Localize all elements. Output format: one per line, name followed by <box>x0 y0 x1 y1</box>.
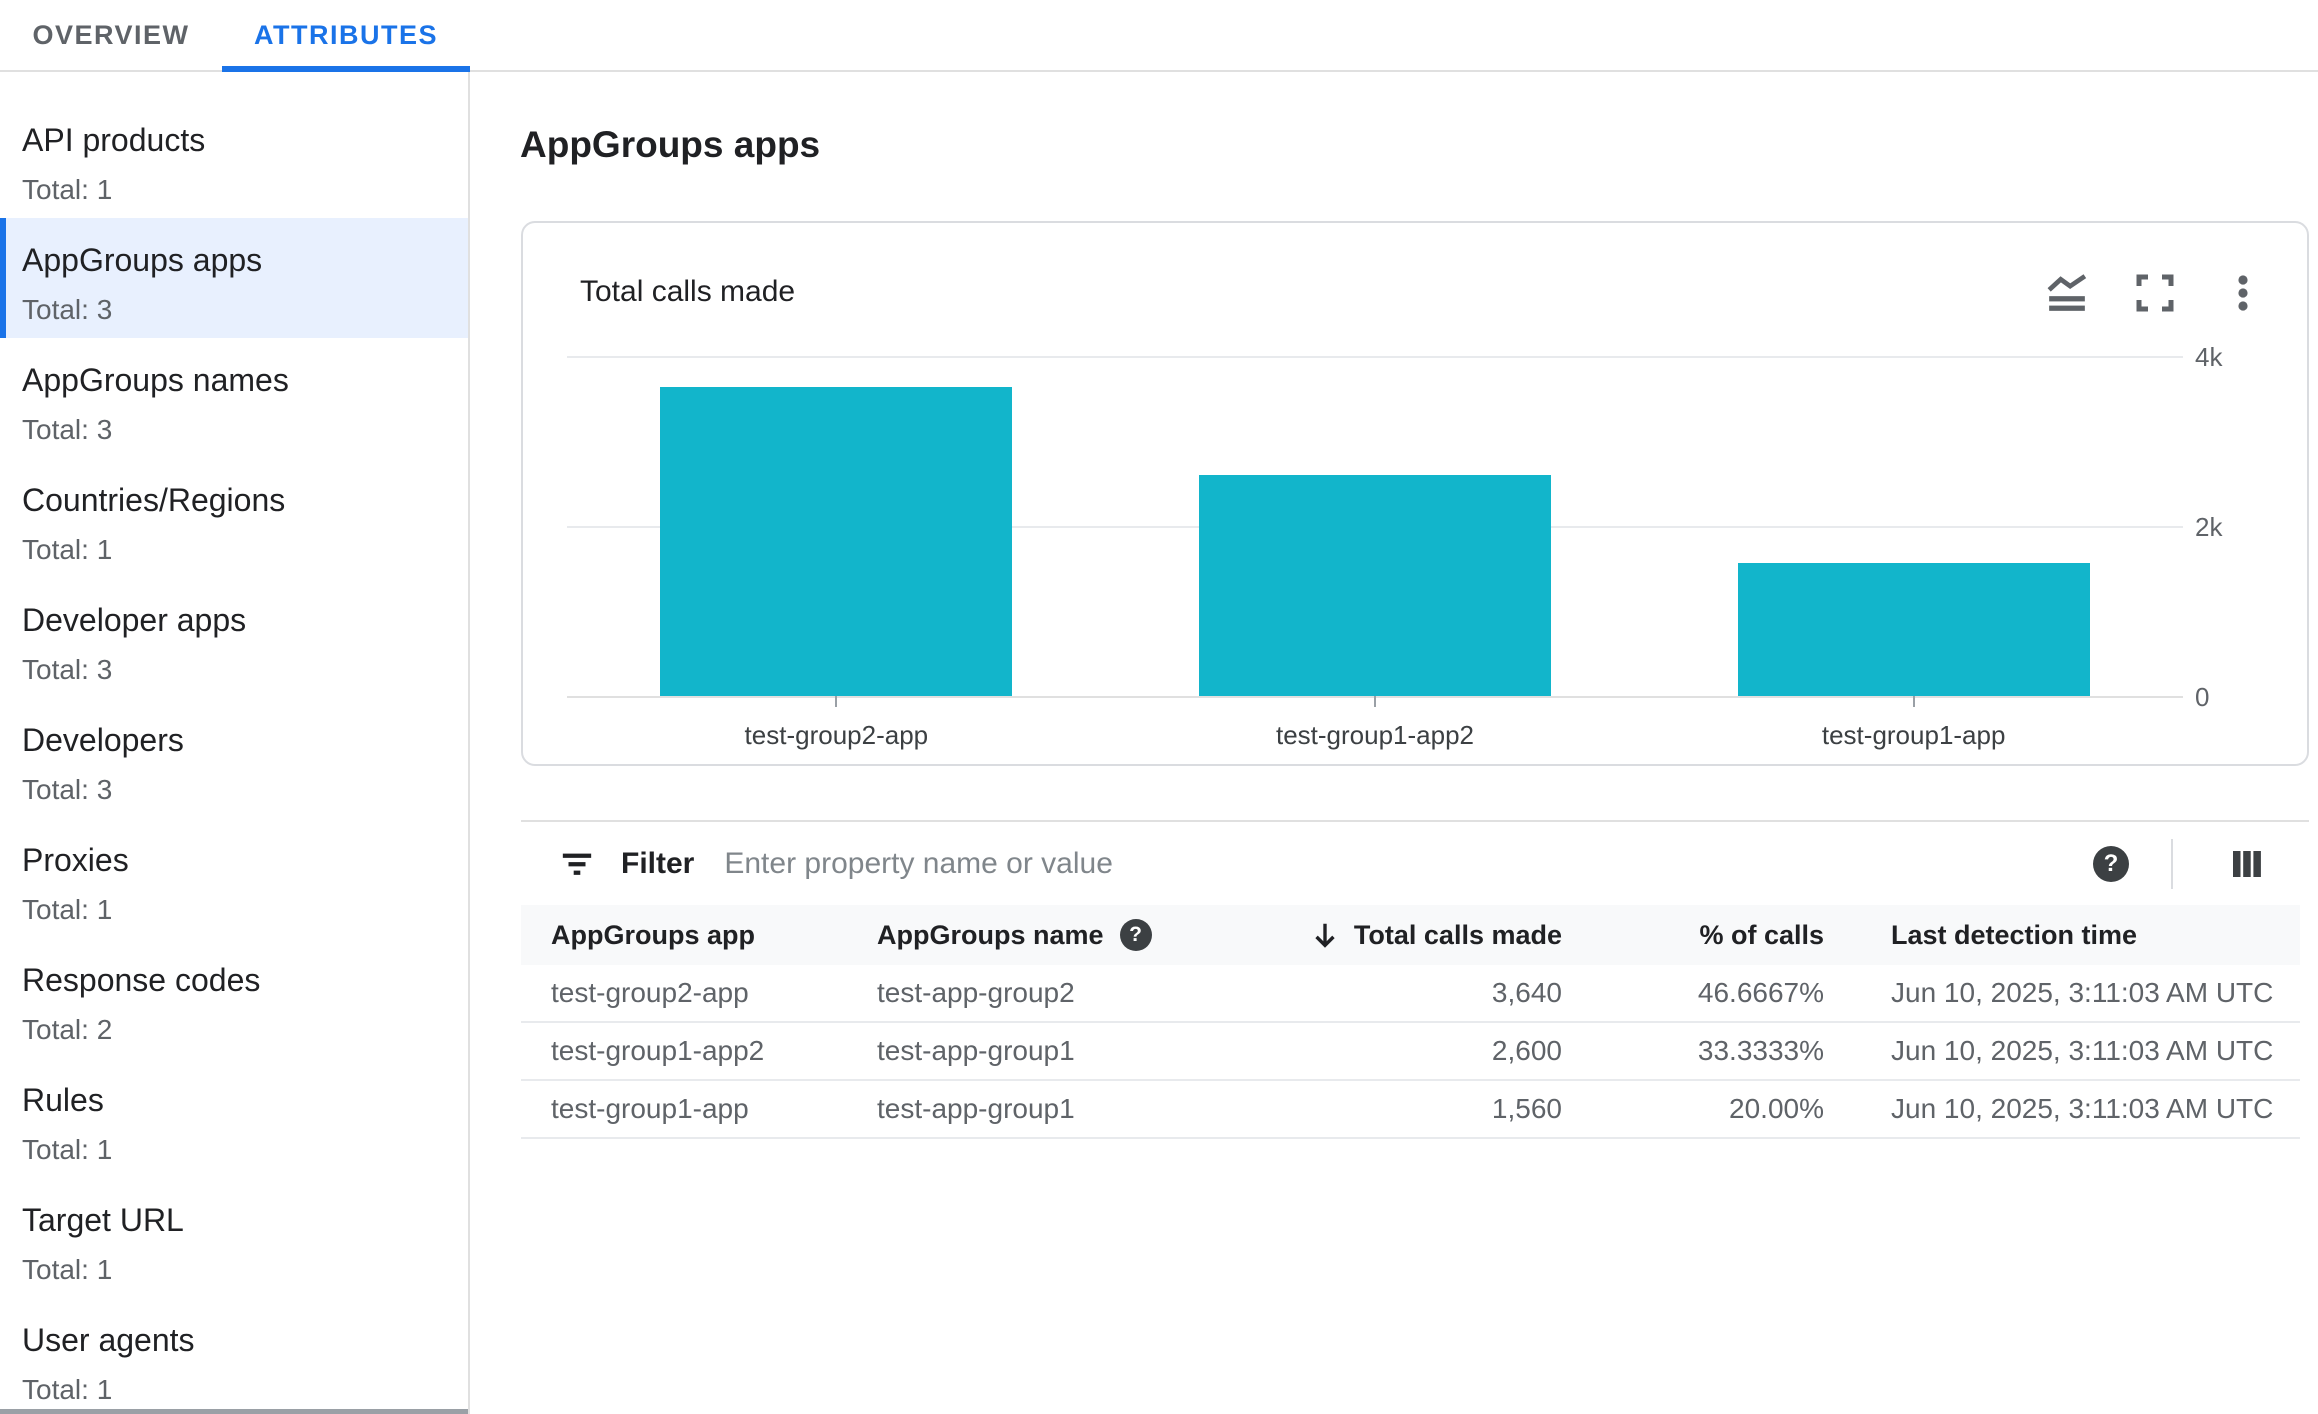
cell-pct-calls: 20.00% <box>1729 1093 1824 1124</box>
cell-appgroups-name: test-app-group2 <box>877 977 1075 1008</box>
table-filter-bar: Filter ? <box>521 820 2309 905</box>
cell-appgroups-name: test-app-group1 <box>877 1035 1075 1066</box>
sidebar-item-label: Developers <box>22 722 184 758</box>
appgroups-table: AppGroups app AppGroups name ? Total cal… <box>521 905 2300 1139</box>
sidebar-item-total: Total: 3 <box>22 774 113 805</box>
cell-pct-calls: 33.3333% <box>1697 1035 1824 1066</box>
attributes-sidebar: API products Total: 1 AppGroups apps Tot… <box>0 72 470 1414</box>
filter-help-icon[interactable]: ? <box>2093 845 2129 882</box>
sidebar-item-user-agents[interactable]: User agents Total: 1 <box>0 1298 468 1414</box>
cell-appgroups-name: test-app-group1 <box>877 1093 1075 1124</box>
table-header-row: AppGroups app AppGroups name ? Total cal… <box>521 905 2300 965</box>
x-axis-tick <box>1912 696 1915 707</box>
cell-appgroups-app: test-group2-app <box>551 977 749 1008</box>
appgroups-name-help-icon[interactable]: ? <box>1119 919 1152 951</box>
sidebar-item-total: Total: 1 <box>22 534 113 565</box>
total-calls-chart-card: Total calls made 4k 2k 0 test-group2-app tes… <box>521 221 2309 766</box>
cell-last-detection: Jun 10, 2025, 3:11:03 AM UTC <box>1891 977 2274 1008</box>
col-header-pct-calls[interactable]: % of calls <box>1699 919 1824 950</box>
sidebar-item-total: Total: 1 <box>22 174 113 205</box>
sidebar-item-label: Developer apps <box>22 602 247 638</box>
x-axis-tick <box>1374 696 1376 707</box>
more-vert-icon[interactable] <box>2221 271 2265 315</box>
y-axis-tick-label: 2k <box>2195 512 2223 542</box>
sidebar-item-developers[interactable]: Developers Total: 3 <box>0 698 468 818</box>
cell-last-detection: Jun 10, 2025, 3:11:03 AM UTC <box>1891 1093 2274 1124</box>
cell-total-calls: 3,640 <box>1491 977 1562 1008</box>
sidebar-item-label: AppGroups names <box>22 362 289 398</box>
sidebar-item-proxies[interactable]: Proxies Total: 1 <box>0 818 468 938</box>
sidebar-item-label: Proxies <box>22 842 129 878</box>
sidebar-item-appgroups-names[interactable]: AppGroups names Total: 3 <box>0 338 468 458</box>
y-gridline <box>567 356 2183 358</box>
x-axis-category-label: test-group1-app2 <box>1275 720 1475 750</box>
sidebar-item-total: Total: 3 <box>22 654 113 685</box>
cell-appgroups-app: test-group1-app <box>551 1093 749 1124</box>
sidebar-item-total: Total: 1 <box>22 1254 113 1285</box>
cell-total-calls: 1,560 <box>1491 1093 1562 1124</box>
sidebar-item-developer-apps[interactable]: Developer apps Total: 3 <box>0 578 468 698</box>
sidebar-item-label: Countries/Regions <box>22 482 286 518</box>
sidebar-item-api-products[interactable]: API products Total: 1 <box>0 98 468 218</box>
sidebar-item-label: User agents <box>22 1322 195 1358</box>
y-axis-tick-label: 0 <box>2195 682 2210 712</box>
table-row[interactable]: test-group2-app test-app-group2 3,640 46… <box>521 965 2300 1023</box>
sidebar-item-label: Response codes <box>22 962 261 998</box>
bar-test-group2-app[interactable] <box>660 386 1013 696</box>
cell-pct-calls: 46.6667% <box>1697 977 1824 1008</box>
view-column-icon[interactable] <box>2225 842 2269 886</box>
chart-title: Total calls made <box>580 275 796 308</box>
bar-chart-plot: 4k 2k 0 test-group2-app test-group1-app2 test… <box>523 223 2311 768</box>
sidebar-item-target-url[interactable]: Target URL Total: 1 <box>0 1178 468 1298</box>
x-axis-tick <box>835 696 838 707</box>
sidebar-item-total: Total: 1 <box>22 894 113 925</box>
table-row[interactable]: test-group1-app2 test-app-group1 2,600 3… <box>521 1023 2300 1081</box>
cell-total-calls: 2,600 <box>1491 1035 1562 1066</box>
sidebar-horizontal-scrollbar[interactable] <box>0 1409 468 1414</box>
sidebar-item-label: Rules <box>22 1082 104 1118</box>
tab-attributes[interactable]: ATTRIBUTES <box>222 0 470 72</box>
tab-bar: OVERVIEW ATTRIBUTES <box>0 0 2318 72</box>
bar-test-group1-app[interactable] <box>1737 563 2090 696</box>
col-header-total-calls[interactable]: Total calls made <box>1241 920 1562 951</box>
col-header-last-detection[interactable]: Last detection time <box>1891 919 2138 950</box>
filter-divider <box>2171 838 2173 889</box>
table-row[interactable]: test-group1-app test-app-group1 1,560 20… <box>521 1081 2300 1139</box>
sidebar-item-total: Total: 3 <box>22 414 113 445</box>
tab-overview[interactable]: OVERVIEW <box>32 19 190 50</box>
sidebar-item-appgroups-apps[interactable]: AppGroups apps Total: 3 <box>0 218 468 338</box>
sidebar-item-label: AppGroups apps <box>22 242 263 278</box>
sidebar-item-total: Total: 2 <box>22 1014 113 1045</box>
page-title: AppGroups apps <box>520 124 821 165</box>
sort-descending-icon <box>1315 923 1335 948</box>
filter-input[interactable] <box>724 846 2093 881</box>
x-axis-category-label: test-group2-app <box>744 720 929 750</box>
sidebar-item-label: API products <box>22 122 206 158</box>
sidebar-item-countries-regions[interactable]: Countries/Regions Total: 1 <box>0 458 468 578</box>
chart-type-icon[interactable] <box>2045 271 2089 315</box>
col-header-appgroups-name[interactable]: AppGroups name ? <box>877 919 1241 951</box>
sidebar-item-total: Total: 1 <box>22 1134 113 1165</box>
bar-test-group1-app2[interactable] <box>1199 475 1551 696</box>
sidebar-item-label: Target URL <box>22 1202 184 1238</box>
col-header-appgroups-app[interactable]: AppGroups app <box>551 919 755 950</box>
sidebar-item-total: Total: 3 <box>22 294 113 325</box>
sidebar-item-rules[interactable]: Rules Total: 1 <box>0 1058 468 1178</box>
sidebar-item-response-codes[interactable]: Response codes Total: 2 <box>0 938 468 1058</box>
y-axis-tick-label: 4k <box>2195 342 2223 372</box>
filter-list-icon <box>555 842 599 886</box>
fullscreen-icon[interactable] <box>2133 271 2177 315</box>
sidebar-item-total: Total: 1 <box>22 1374 113 1405</box>
x-axis-category-label: test-group1-app <box>1821 720 2006 750</box>
filter-label: Filter <box>621 846 695 880</box>
cell-last-detection: Jun 10, 2025, 3:11:03 AM UTC <box>1891 1035 2274 1066</box>
cell-appgroups-app: test-group1-app2 <box>551 1035 765 1066</box>
